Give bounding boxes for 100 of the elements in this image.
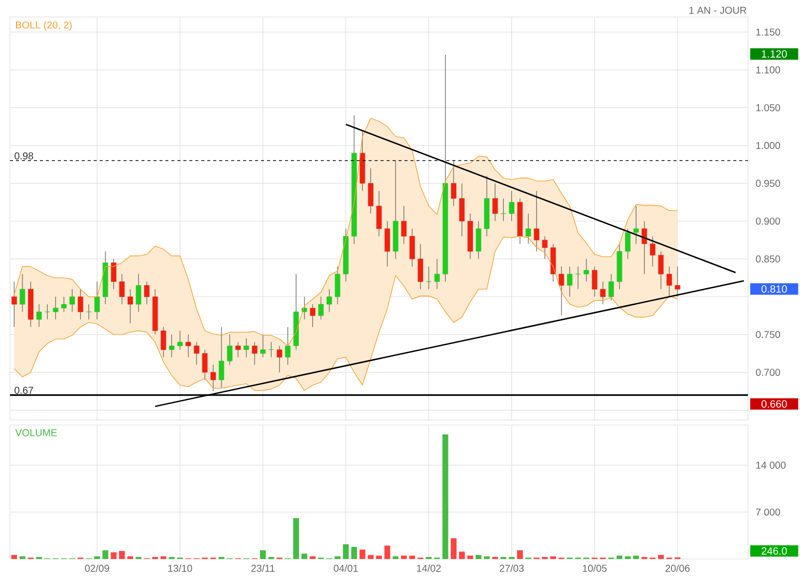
y-tick-label: 1.000: [756, 142, 780, 150]
bar: [110, 552, 117, 559]
bar: [293, 518, 299, 559]
bar: [360, 550, 366, 559]
candlestick: [194, 342, 200, 366]
bar: [442, 434, 448, 559]
bar: [450, 538, 457, 559]
candlestick: [418, 244, 424, 290]
x-tick-label: 13/10: [168, 564, 192, 572]
candlestick: [210, 364, 216, 392]
candlestick: [334, 266, 340, 305]
candlestick: [244, 338, 250, 358]
candlestick: [20, 274, 26, 312]
candlestick: [169, 334, 174, 358]
candlestick: [508, 190, 514, 222]
candlestick: [44, 304, 50, 320]
bar: [384, 546, 390, 559]
bar: [94, 556, 100, 559]
candlestick: [252, 342, 258, 366]
candlestick: [218, 326, 224, 388]
bar: [351, 546, 358, 559]
candlestick: [558, 266, 564, 316]
candlestick: [86, 304, 92, 320]
candlestick: [110, 258, 116, 290]
y-tick-label: 7 000: [756, 508, 780, 516]
candlestick: [144, 281, 150, 305]
candlestick: [160, 326, 166, 358]
bar: [11, 554, 18, 559]
chart-title: VOLUME: [15, 429, 57, 436]
candlestick: [534, 190, 540, 252]
bar: [368, 554, 374, 559]
candlestick: [476, 220, 482, 260]
candlestick: [78, 288, 84, 320]
x-tick-label: 04/01: [334, 564, 358, 572]
candlestick: [459, 183, 465, 237]
bar: [119, 550, 125, 559]
bar: [633, 556, 639, 559]
y-tick-label: 1.050: [756, 104, 780, 112]
candlestick: [526, 213, 531, 244]
candlestick: [642, 220, 648, 274]
candlestick: [592, 266, 598, 298]
text: 1.120: [762, 50, 787, 58]
legend-label: BOLL (20, 2): [16, 21, 72, 30]
candlestick: [136, 274, 142, 312]
bar: [467, 556, 474, 559]
candlestick: [567, 266, 572, 298]
y-tick-label: 0.850: [756, 255, 780, 262]
candlestick: [434, 258, 440, 290]
candlestick: [227, 334, 232, 366]
candlestick: [94, 281, 100, 320]
bar: [342, 544, 349, 559]
bar: [409, 556, 416, 559]
x-tick-label: 23/11: [251, 564, 275, 572]
candlestick: [401, 206, 407, 244]
candlestick: [409, 228, 415, 267]
candlestick: [633, 206, 639, 244]
bar: [400, 556, 407, 559]
bar: [20, 556, 26, 559]
candlestick: [625, 228, 630, 260]
candlestick: [276, 346, 282, 373]
bar: [550, 556, 556, 559]
candlestick: [376, 190, 382, 237]
ref-line-label: 0.98: [14, 152, 34, 160]
bar: [616, 556, 622, 559]
candlestick: [52, 296, 58, 320]
candlestick: [492, 183, 498, 222]
candlestick: [500, 198, 506, 222]
candlestick: [584, 258, 589, 282]
y-tick-label: 0.950: [756, 180, 780, 187]
candlestick: [608, 274, 614, 301]
candlestick: [384, 220, 390, 267]
candlestick: [285, 326, 290, 366]
candlestick: [70, 288, 75, 312]
x-tick-label: 14/02: [417, 564, 441, 572]
candlestick: [61, 296, 67, 312]
y-tick-label: 0.900: [756, 218, 780, 225]
candlestick: [658, 251, 664, 290]
candlestick: [310, 304, 316, 328]
y-tick-label: 1.100: [756, 66, 780, 74]
candlestick: [666, 266, 672, 298]
text: 0.660: [762, 400, 787, 408]
y-tick-label: 14 000: [756, 462, 786, 469]
candlestick: [268, 342, 274, 358]
x-tick-label: 10/05: [582, 564, 607, 572]
candlestick: [318, 296, 324, 320]
candlestick: [326, 288, 332, 312]
candlestick: [575, 266, 581, 290]
candlestick: [650, 236, 656, 267]
candlestick: [119, 274, 125, 305]
bar: [334, 556, 340, 559]
y-tick-label: 0.700: [756, 368, 780, 376]
candlestick: [450, 160, 456, 206]
x-tick-label: 02/09: [85, 564, 110, 572]
text: 1 AN - JOUR: [689, 6, 746, 14]
candlestick: [186, 334, 191, 358]
candlestick: [542, 236, 548, 260]
bar: [301, 554, 308, 559]
candlestick: [674, 266, 680, 298]
y-tick-label: 0.750: [756, 331, 780, 338]
bar: [392, 556, 398, 559]
